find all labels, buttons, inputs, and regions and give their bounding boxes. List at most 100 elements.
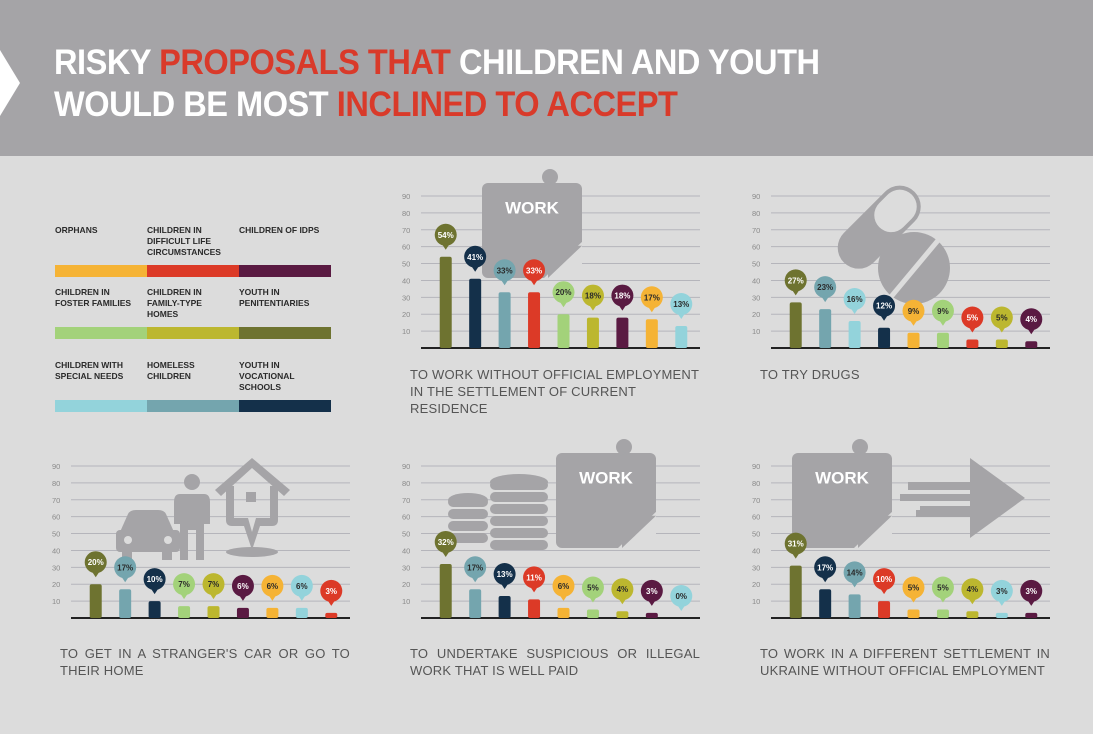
pin-tip (938, 596, 947, 603)
bar-difficult (878, 601, 891, 618)
bar-specialneeds (295, 607, 308, 618)
data-pin: 5% (931, 576, 954, 603)
data-label: 7% (208, 580, 220, 589)
y-tick-label: 60 (752, 243, 760, 252)
data-label: 9% (908, 307, 920, 316)
bar-difficult (528, 599, 541, 618)
legend-label-difficult: CHILDREN IN DIFFICULT LIFE CIRCUMSTANCES (147, 225, 221, 257)
y-tick-label: 80 (52, 479, 60, 488)
data-pin: 33% (493, 259, 516, 286)
y-tick-label: 80 (752, 209, 760, 218)
chart-2-caption: TO TRY DRUGS (760, 367, 860, 382)
pin-tip (238, 594, 247, 601)
data-label: 12% (876, 302, 892, 311)
coin-large (490, 492, 548, 502)
pin-circle (552, 281, 575, 304)
data-label: 6% (237, 582, 249, 591)
bar-idps (1025, 341, 1038, 348)
y-tick-label: 70 (52, 496, 60, 505)
y-tick-label: 60 (402, 243, 410, 252)
data-label: 4% (617, 585, 629, 594)
coin-large (490, 540, 548, 550)
chart-5: 10 20 30 40 50 60 70 80 90 WORK 31% 17% 14% 10% 5% 5% 4%… (752, 439, 1050, 619)
data-pin: 6% (552, 574, 575, 601)
pin-tip (91, 571, 100, 578)
page-title: RISKY PROPOSALS THAT CHILDREN AND YOUTH … (54, 42, 820, 126)
pin-tip (441, 550, 450, 557)
bar-homeless (819, 309, 832, 348)
pin-tip (268, 594, 277, 601)
y-tick-label: 90 (752, 462, 760, 471)
pin-tip (880, 588, 889, 595)
y-tick-label: 20 (402, 310, 410, 319)
header-banner: RISKY PROPOSALS THAT CHILDREN AND YOUTH … (0, 0, 1093, 156)
pin-tip (530, 279, 539, 286)
pin-tip (647, 599, 656, 606)
pin-circle (814, 276, 837, 299)
data-pin: 5% (990, 306, 1013, 333)
car-body (116, 530, 180, 552)
y-tick-label: 40 (52, 546, 60, 555)
legend-label-idps: CHILDREN OF IDPs (239, 225, 320, 235)
note-fold-cut (544, 241, 582, 278)
data-pin: 20% (552, 281, 575, 308)
y-tick-label: 40 (752, 546, 760, 555)
person-head (184, 474, 200, 490)
pin-circle (873, 568, 896, 591)
note-fold-cut (618, 511, 656, 548)
y-tick-label: 80 (752, 479, 760, 488)
y-tick-label: 50 (752, 530, 760, 539)
pin-tip (909, 319, 918, 326)
data-pin: 3% (1020, 579, 1043, 606)
coin-small (448, 509, 488, 519)
data-pin: 6% (231, 574, 254, 601)
chart-5-caption: TO WORK IN A DIFFERENT SETTLEMENT IN UKR… (760, 646, 1050, 678)
coin-large (490, 516, 548, 526)
pin-circle (523, 259, 546, 282)
pin-circle (843, 561, 866, 584)
y-tick-label: 40 (752, 276, 760, 285)
car-light (124, 536, 132, 544)
bar-foster (586, 609, 599, 618)
data-label: 32% (438, 538, 454, 547)
data-pin: 10% (143, 568, 166, 595)
y-tick-label: 70 (752, 496, 760, 505)
data-pin: 27% (784, 269, 807, 296)
chart-4-caption: TO UNDERTAKE SUSPICIOUS OR ILLEGAL WORK … (410, 646, 700, 678)
data-pin: 16% (843, 287, 866, 314)
data-label: 18% (585, 292, 601, 301)
legend-row: ORPHANS CHILDREN IN DIFFICULT LIFE CIRCUM… (55, 225, 331, 287)
bar-idps (616, 317, 629, 348)
capsule (837, 185, 921, 269)
y-tick-label: 80 (402, 209, 410, 218)
y-tick-label: 20 (52, 580, 60, 589)
pin-circle (464, 556, 487, 579)
car-wheel (162, 550, 172, 560)
chart-panel-4: 10 20 30 40 50 60 70 80 90 WORK 32% 17% 13% 11% 6% 5% 4%… (390, 439, 710, 710)
data-pin: 14% (843, 561, 866, 588)
car-person-house-icon (116, 458, 290, 560)
pin-circle (114, 556, 137, 579)
legend-label-foster: CHILDREN IN FOSTER FAMILIES (55, 287, 132, 308)
legend-swatch-difficult (147, 265, 239, 277)
pills-icon (837, 185, 950, 304)
work-note-icon: WORK (482, 169, 582, 278)
bar-homeless (498, 292, 511, 348)
data-label: 10% (876, 575, 892, 584)
note-fold (622, 515, 656, 548)
speed-line (900, 494, 970, 501)
pin-circle (931, 299, 954, 322)
pin-circle (84, 551, 107, 574)
data-pin: 20% (84, 551, 107, 578)
pin-tip (968, 598, 977, 605)
y-tick-label: 30 (52, 563, 60, 572)
bar-vocational (148, 601, 161, 618)
data-label: 11% (526, 573, 542, 582)
bar-orphans (907, 609, 920, 618)
pin-needle (544, 181, 552, 187)
data-pin: 17% (114, 556, 137, 583)
data-pin: 11% (523, 566, 546, 593)
bar-penitentiaries (439, 256, 452, 348)
data-pin: 3% (320, 579, 343, 606)
data-pin: 4% (1020, 308, 1043, 335)
